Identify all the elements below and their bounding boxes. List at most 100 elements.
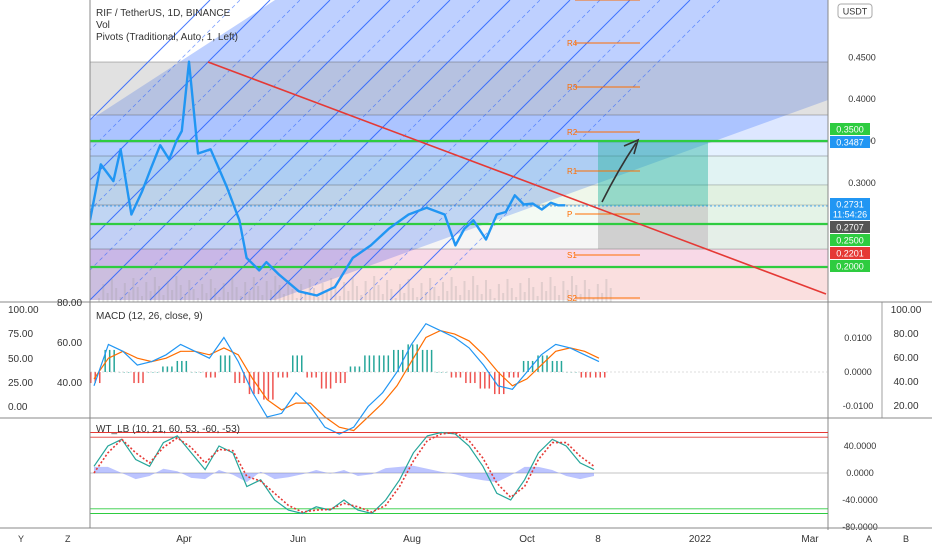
price-label-tag xyxy=(830,234,870,246)
macd-hist-bar xyxy=(257,372,260,395)
volume-bar xyxy=(141,296,143,302)
pitchfork-line xyxy=(329,0,631,301)
macd-hist-bar xyxy=(142,372,144,384)
pivot-label: R1 xyxy=(567,167,578,176)
rsi-right-tick: 60.00 xyxy=(893,353,918,364)
macd-hist-bar xyxy=(469,372,472,384)
volume-bar xyxy=(356,286,358,302)
z-toggle-button[interactable]: Z xyxy=(65,534,71,544)
volume-bar xyxy=(373,276,376,302)
macd-hist-bar xyxy=(599,372,601,378)
volume-bar xyxy=(132,278,135,302)
position-profit-box xyxy=(598,142,708,206)
volume-bar xyxy=(110,279,113,302)
macd-hist-bar xyxy=(560,360,563,372)
wt1-line xyxy=(93,431,595,515)
volume-bar xyxy=(244,282,247,302)
price-tick-label: 0.4000 xyxy=(848,94,876,104)
volume-bar xyxy=(188,280,191,302)
price-label-text: 11:54:26 xyxy=(833,210,867,220)
time-tick-label: Oct xyxy=(519,534,535,545)
macd-hist-bar xyxy=(580,372,583,378)
macd-hist-bar xyxy=(282,372,284,378)
macd-hist-bar xyxy=(292,355,294,372)
rsi-right-tick: 20.00 xyxy=(893,401,918,412)
price-label-text: 0.3500 xyxy=(836,125,864,135)
b-toggle-button[interactable]: B xyxy=(903,534,910,544)
volume-bar xyxy=(433,287,436,302)
price-label-text: 0.2000 xyxy=(836,262,864,272)
volume-bar xyxy=(403,293,406,302)
pitchfork-line xyxy=(269,0,571,301)
volume-bar xyxy=(605,279,608,302)
macd-hist-bar xyxy=(209,372,212,378)
macd-hist-bar xyxy=(430,349,433,372)
y-toggle-button[interactable]: Y xyxy=(18,534,25,544)
volume-bar xyxy=(558,295,561,302)
macd-hist-bar xyxy=(488,372,491,389)
volume-bar xyxy=(485,280,487,302)
macd-hist-bar xyxy=(440,372,443,373)
macd-hist-bar xyxy=(387,355,390,372)
macd-hist-bar xyxy=(349,366,352,372)
price-band xyxy=(90,142,828,156)
macd-hist-bar xyxy=(238,372,241,384)
pitchfork-line xyxy=(389,0,691,301)
macd-hist-bar xyxy=(137,372,140,384)
macd-hist-bar xyxy=(589,372,592,378)
price-tick-label: 0.4500 xyxy=(848,53,876,63)
volume-bar xyxy=(128,292,131,302)
price-band xyxy=(90,205,828,224)
time-tick-label: Mar xyxy=(801,534,819,545)
a-toggle-button[interactable]: A xyxy=(866,534,873,544)
price-label-tag xyxy=(830,198,870,210)
pitchfork-line xyxy=(209,0,511,301)
volume-bar xyxy=(153,277,156,302)
time-tick-label: 2022 xyxy=(689,534,712,545)
wt-hist-area xyxy=(94,465,594,483)
volume-bar xyxy=(596,284,599,302)
macd-hist-bar xyxy=(368,355,371,372)
volume-bar xyxy=(287,280,290,302)
macd-hist-bar xyxy=(234,372,236,384)
macd-hist-bar xyxy=(512,372,515,378)
pivot-label: S1 xyxy=(567,251,577,260)
rsi-right-tick: 40.00 xyxy=(893,377,918,388)
macd-hist-bar xyxy=(358,366,361,372)
volume-bar xyxy=(265,281,268,302)
macd-hist-bar xyxy=(113,349,115,372)
volume-bar xyxy=(588,289,591,302)
volume-bar xyxy=(416,297,419,302)
macd-hist-bar xyxy=(171,366,173,372)
price-label-tag xyxy=(830,247,870,259)
macd-hist-bar xyxy=(310,372,313,378)
macd-hist-bar xyxy=(595,372,597,378)
volume-bar xyxy=(235,287,238,302)
volume-bar xyxy=(566,290,569,302)
volume-bar xyxy=(171,290,174,302)
volume-bar xyxy=(394,298,397,302)
volume-bar xyxy=(571,276,573,302)
macd-hist-bar xyxy=(421,349,424,372)
macd-hist-bar xyxy=(315,372,317,378)
macd-hist-bar xyxy=(335,372,337,384)
pitchfork-line xyxy=(149,0,451,301)
left-axis-bg xyxy=(0,0,90,550)
volume-bar xyxy=(454,286,457,302)
volume-bar xyxy=(274,276,277,302)
macd-hist-bar xyxy=(90,372,92,384)
wt-title: WT_LB (10, 21, 60, 53, -60, -53) xyxy=(96,424,240,435)
macd-tick-label: -0.0100 xyxy=(843,401,874,411)
volume-bar xyxy=(343,282,346,302)
price-band xyxy=(90,249,828,267)
trendline xyxy=(207,61,827,295)
macd-hist-bar xyxy=(484,372,486,389)
volume-bar xyxy=(515,297,518,302)
volume-bar xyxy=(222,283,225,302)
rsi-right-tick: 100.00 xyxy=(891,305,922,316)
macd-hist-bar xyxy=(99,372,101,384)
volume-bar xyxy=(472,276,475,302)
volume-bar xyxy=(248,291,251,302)
